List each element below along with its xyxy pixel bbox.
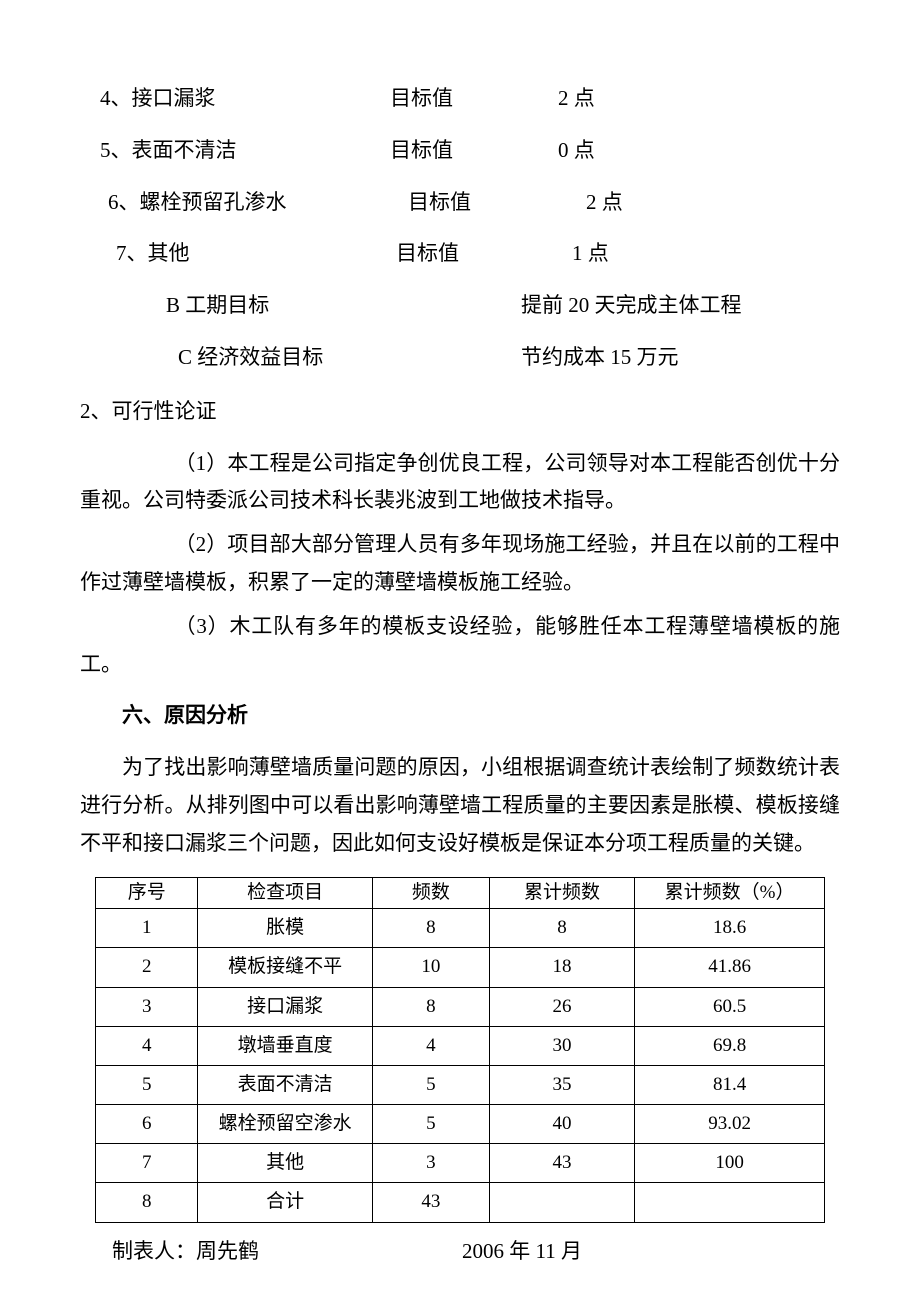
table-cell: 35 xyxy=(489,1065,635,1104)
table-cell: 43 xyxy=(489,1144,635,1183)
table-cell: 合计 xyxy=(198,1183,373,1222)
feasibility-para-3: （3）木工队有多年的模板支设经验，能够胜任本工程薄壁墙模板的施工。 xyxy=(80,608,840,684)
lettered-value: 节约成本 15 万元 xyxy=(521,339,840,377)
table-cell: 26 xyxy=(489,987,635,1026)
lettered-label: B 工期目标 xyxy=(166,287,521,325)
table-cell: 8 xyxy=(489,909,635,948)
table-cell: 接口漏浆 xyxy=(198,987,373,1026)
item-mid: 目标值 xyxy=(390,80,540,118)
table-cell: 3 xyxy=(96,987,198,1026)
table-cell: 5 xyxy=(373,1065,490,1104)
table-row: 2模板接缝不平101841.86 xyxy=(96,948,825,987)
table-cell: 螺栓预留空渗水 xyxy=(198,1105,373,1144)
table-row: 1胀模8818.6 xyxy=(96,909,825,948)
table-row: 8合计43 xyxy=(96,1183,825,1222)
col-header-cumpct: 累计频数（%） xyxy=(635,877,824,909)
date-label: 2006 年 11 月 xyxy=(462,1233,840,1271)
list-item-7: 7、其他 目标值 1 点 xyxy=(80,235,840,273)
table-row: 4墩墙垂直度43069.8 xyxy=(96,1026,825,1065)
item-value: 1 点 xyxy=(554,235,674,273)
feasibility-para-1: （1）本工程是公司指定争创优良工程，公司领导对本工程能否创优十分重视。公司特委派… xyxy=(80,445,840,521)
lettered-label: C 经济效益目标 xyxy=(178,339,521,377)
table-cell: 30 xyxy=(489,1026,635,1065)
item-value: 0 点 xyxy=(540,132,660,170)
table-cell: 18 xyxy=(489,948,635,987)
table-cell: 6 xyxy=(96,1105,198,1144)
table-cell: 41.86 xyxy=(635,948,824,987)
table-cell: 10 xyxy=(373,948,490,987)
table-row: 3接口漏浆82660.5 xyxy=(96,987,825,1026)
item-value: 2 点 xyxy=(568,184,688,222)
table-cell: 表面不清洁 xyxy=(198,1065,373,1104)
item-mid: 目标值 xyxy=(408,184,568,222)
item-label: 5、表面不清洁 xyxy=(100,132,390,170)
table-cell: 81.4 xyxy=(635,1065,824,1104)
table-cell: 5 xyxy=(96,1065,198,1104)
table-cell: 8 xyxy=(373,987,490,1026)
table-cell: 1 xyxy=(96,909,198,948)
feasibility-heading: 2、可行性论证 xyxy=(80,393,840,431)
list-item-4: 4、接口漏浆 目标值 2 点 xyxy=(80,80,840,118)
item-label: 4、接口漏浆 xyxy=(100,80,390,118)
table-cell: 100 xyxy=(635,1144,824,1183)
table-cell: 4 xyxy=(373,1026,490,1065)
table-cell: 43 xyxy=(373,1183,490,1222)
item-mid: 目标值 xyxy=(396,235,554,273)
table-cell xyxy=(635,1183,824,1222)
frequency-table: 序号 检查项目 频数 累计频数 累计频数（%） 1胀模8818.62模板接缝不平… xyxy=(95,877,825,1223)
table-cell: 5 xyxy=(373,1105,490,1144)
table-cell: 2 xyxy=(96,948,198,987)
table-footer: 制表人：周先鹤 2006 年 11 月 xyxy=(80,1233,840,1271)
item-label: 7、其他 xyxy=(116,235,396,273)
table-row: 7其他343100 xyxy=(96,1144,825,1183)
table-cell: 墩墙垂直度 xyxy=(198,1026,373,1065)
table-cell: 4 xyxy=(96,1026,198,1065)
table-cell: 7 xyxy=(96,1144,198,1183)
feasibility-para-2: （2）项目部大部分管理人员有多年现场施工经验，并且在以前的工程中作过薄壁墙模板，… xyxy=(80,526,840,602)
col-header-seq: 序号 xyxy=(96,877,198,909)
table-cell: 69.8 xyxy=(635,1026,824,1065)
table-cell: 93.02 xyxy=(635,1105,824,1144)
table-cell: 40 xyxy=(489,1105,635,1144)
col-header-freq: 频数 xyxy=(373,877,490,909)
table-cell: 8 xyxy=(373,909,490,948)
table-cell: 模板接缝不平 xyxy=(198,948,373,987)
section6-heading: 六、原因分析 xyxy=(80,697,840,735)
lettered-value: 提前 20 天完成主体工程 xyxy=(521,287,840,325)
item-value: 2 点 xyxy=(540,80,660,118)
table-header-row: 序号 检查项目 频数 累计频数 累计频数（%） xyxy=(96,877,825,909)
author-label: 制表人：周先鹤 xyxy=(112,1233,462,1271)
table-cell xyxy=(489,1183,635,1222)
list-item-6: 6、螺栓预留孔渗水 目标值 2 点 xyxy=(80,184,840,222)
table-cell: 其他 xyxy=(198,1144,373,1183)
list-item-5: 5、表面不清洁 目标值 0 点 xyxy=(80,132,840,170)
item-mid: 目标值 xyxy=(390,132,540,170)
table-cell: 18.6 xyxy=(635,909,824,948)
item-label: 6、螺栓预留孔渗水 xyxy=(108,184,408,222)
table-cell: 3 xyxy=(373,1144,490,1183)
col-header-item: 检查项目 xyxy=(198,877,373,909)
table-cell: 胀模 xyxy=(198,909,373,948)
table-row: 6螺栓预留空渗水54093.02 xyxy=(96,1105,825,1144)
section6-para: 为了找出影响薄壁墙质量问题的原因，小组根据调查统计表绘制了频数统计表进行分析。从… xyxy=(80,749,840,862)
table-row: 5表面不清洁53581.4 xyxy=(96,1065,825,1104)
lettered-item-b: B 工期目标 提前 20 天完成主体工程 xyxy=(80,287,840,325)
col-header-cumfreq: 累计频数 xyxy=(489,877,635,909)
table-cell: 60.5 xyxy=(635,987,824,1026)
table-cell: 8 xyxy=(96,1183,198,1222)
lettered-item-c: C 经济效益目标 节约成本 15 万元 xyxy=(80,339,840,377)
